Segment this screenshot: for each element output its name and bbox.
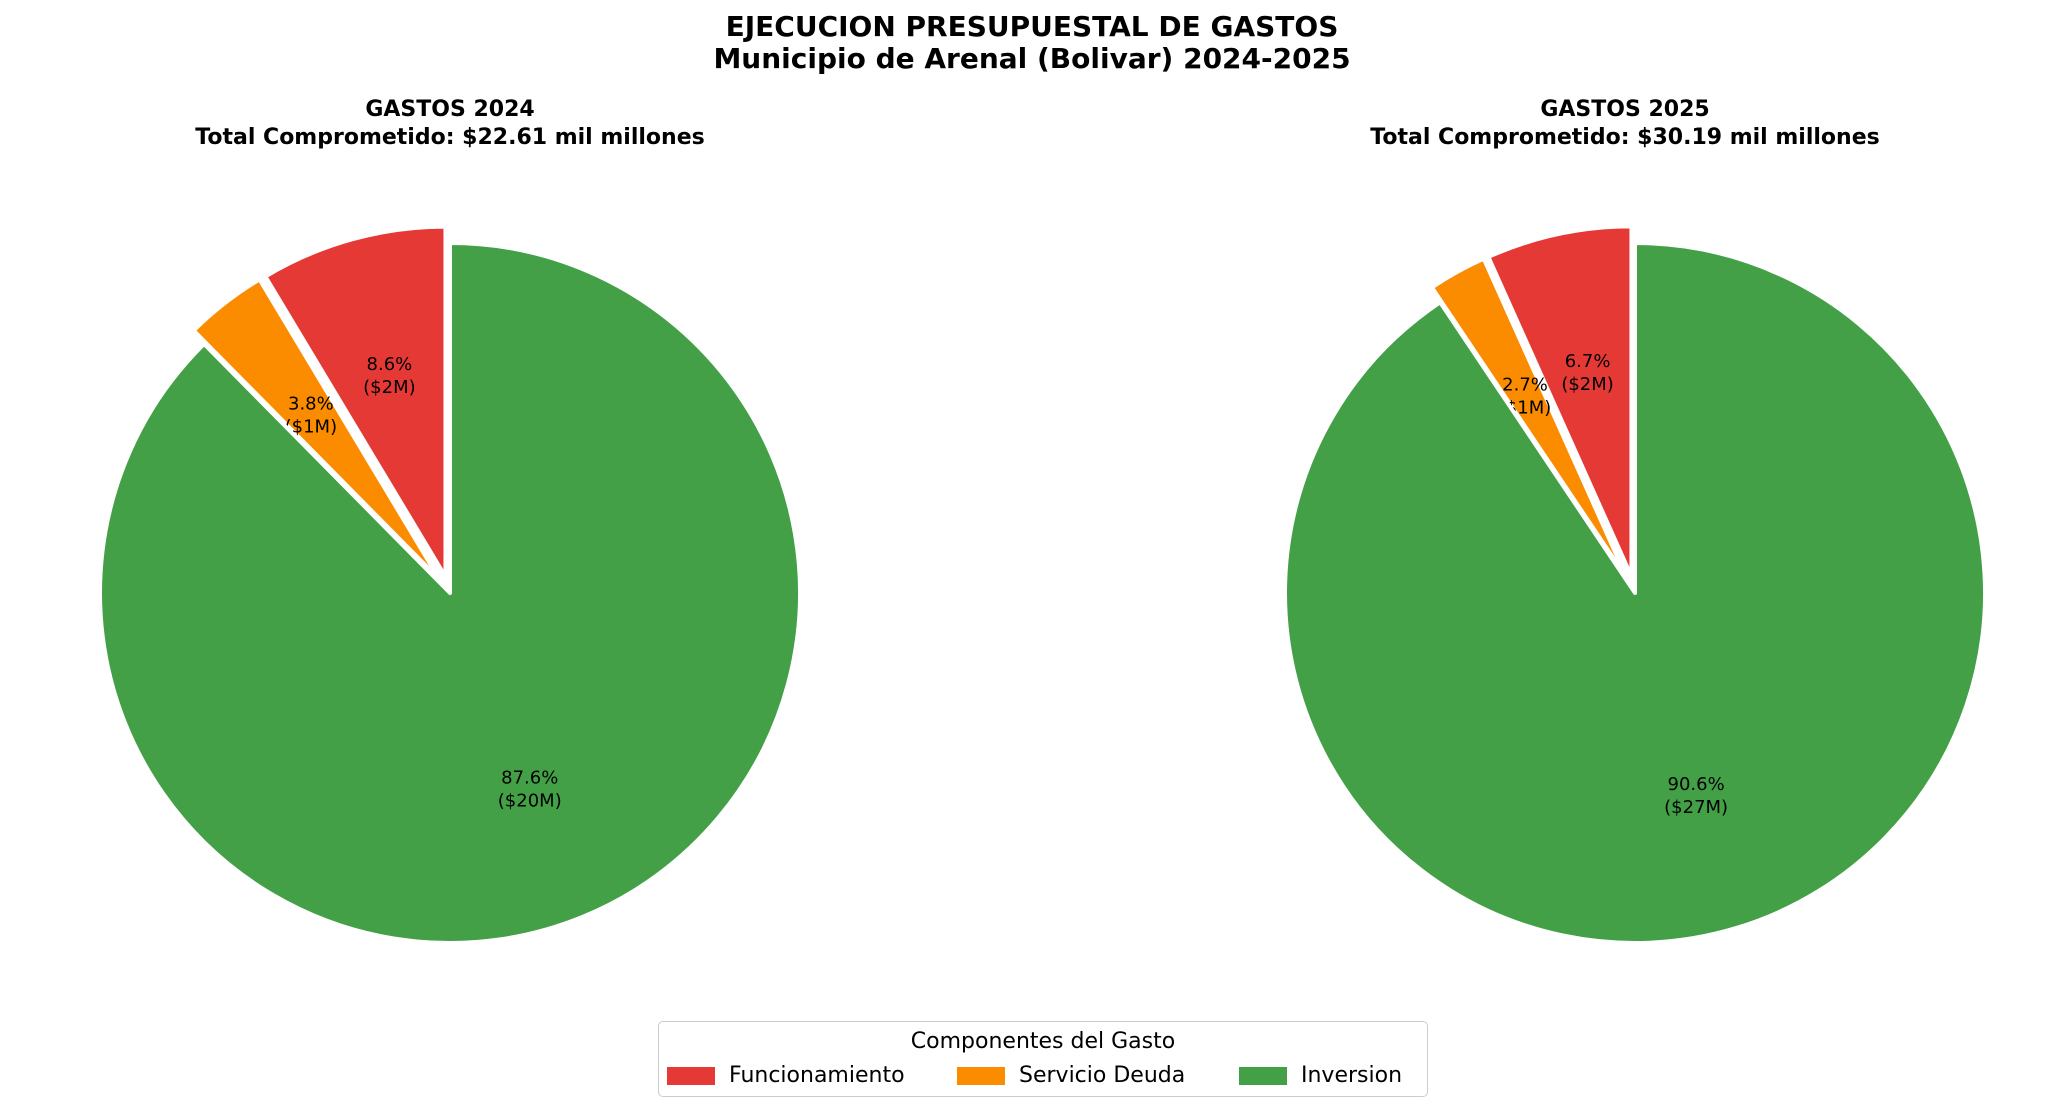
legend-label-inversion: Inversion (1301, 1063, 1403, 1088)
legend-item-funcionamiento: Funcionamiento (667, 1062, 905, 1090)
pie-2025-slice-funcionamiento (1486, 224, 1634, 579)
pie-2025-percent-label-inversion: 90.6% (1668, 774, 1725, 795)
pie-2024-percent-label-funcionamiento: 8.6% (367, 354, 413, 375)
pie-2024-value-label-servicio-deuda: ($1M) (285, 417, 337, 438)
pie-2024-slice-funcionamiento (263, 224, 448, 579)
legend-title: Componentes del Gasto (910, 1029, 1176, 1054)
legend-item-servicio-deuda: Servicio Deuda (957, 1062, 1185, 1090)
legend-label-funcionamiento: Funcionamiento (729, 1063, 905, 1088)
figure-title-line1: EJECUCION PRESUPUESTAL DE GASTOS (725, 10, 1339, 43)
pie-2025-title: GASTOS 2025 (1540, 97, 1710, 122)
legend-swatch-inversion (1239, 1067, 1287, 1085)
pie-2024-subtitle: Total Comprometido: $22.61 mil millones (195, 125, 705, 150)
pie-2025-subtitle: Total Comprometido: $30.19 mil millones (1370, 125, 1880, 150)
pie-chart-2024: 8.6%($2M) 3.8%($1M) 87.6%($20M) (98, 224, 802, 945)
legend-item-inversion: Inversion (1239, 1062, 1402, 1090)
pie-2025-percent-label-servicio-deuda: 2.7% (1502, 374, 1548, 395)
legend-label-servicio-deuda: Servicio Deuda (1019, 1063, 1186, 1088)
pie-2025-slice-inversion (1282, 241, 1987, 945)
pie-2025-slice-servicio-deuda (1429, 256, 1629, 581)
legend: Componentes del Gasto Funcionamiento Ser… (658, 1021, 1428, 1097)
figure-title-line2: Municipio de Arenal (Bolivar) 2024-2025 (713, 42, 1351, 75)
pie-2025-percent-label-funcionamiento: 6.7% (1565, 351, 1611, 372)
pie-2025-value-label-inversion: ($27M) (1664, 797, 1728, 818)
pie-2024-percent-label-servicio-deuda: 3.8% (288, 394, 334, 415)
pie-2024-value-label-funcionamiento: ($2M) (363, 377, 415, 398)
pie-2025-value-label-funcionamiento: ($2M) (1561, 374, 1613, 395)
legend-swatch-servicio-deuda (957, 1067, 1005, 1085)
pie-2024-value-label-inversion: ($20M) (498, 790, 562, 811)
pie-2024-slice-inversion (98, 241, 802, 945)
pie-2024-title: GASTOS 2024 (365, 97, 535, 122)
pie-chart-2025: 6.7%($2M)2.7%($1M)90.6%($27M) (1282, 224, 1987, 945)
legend-swatch-funcionamiento (667, 1067, 715, 1085)
pie-2024-slice-servicio-deuda (191, 277, 442, 582)
pie-2024-percent-label-inversion: 87.6% (501, 767, 558, 788)
